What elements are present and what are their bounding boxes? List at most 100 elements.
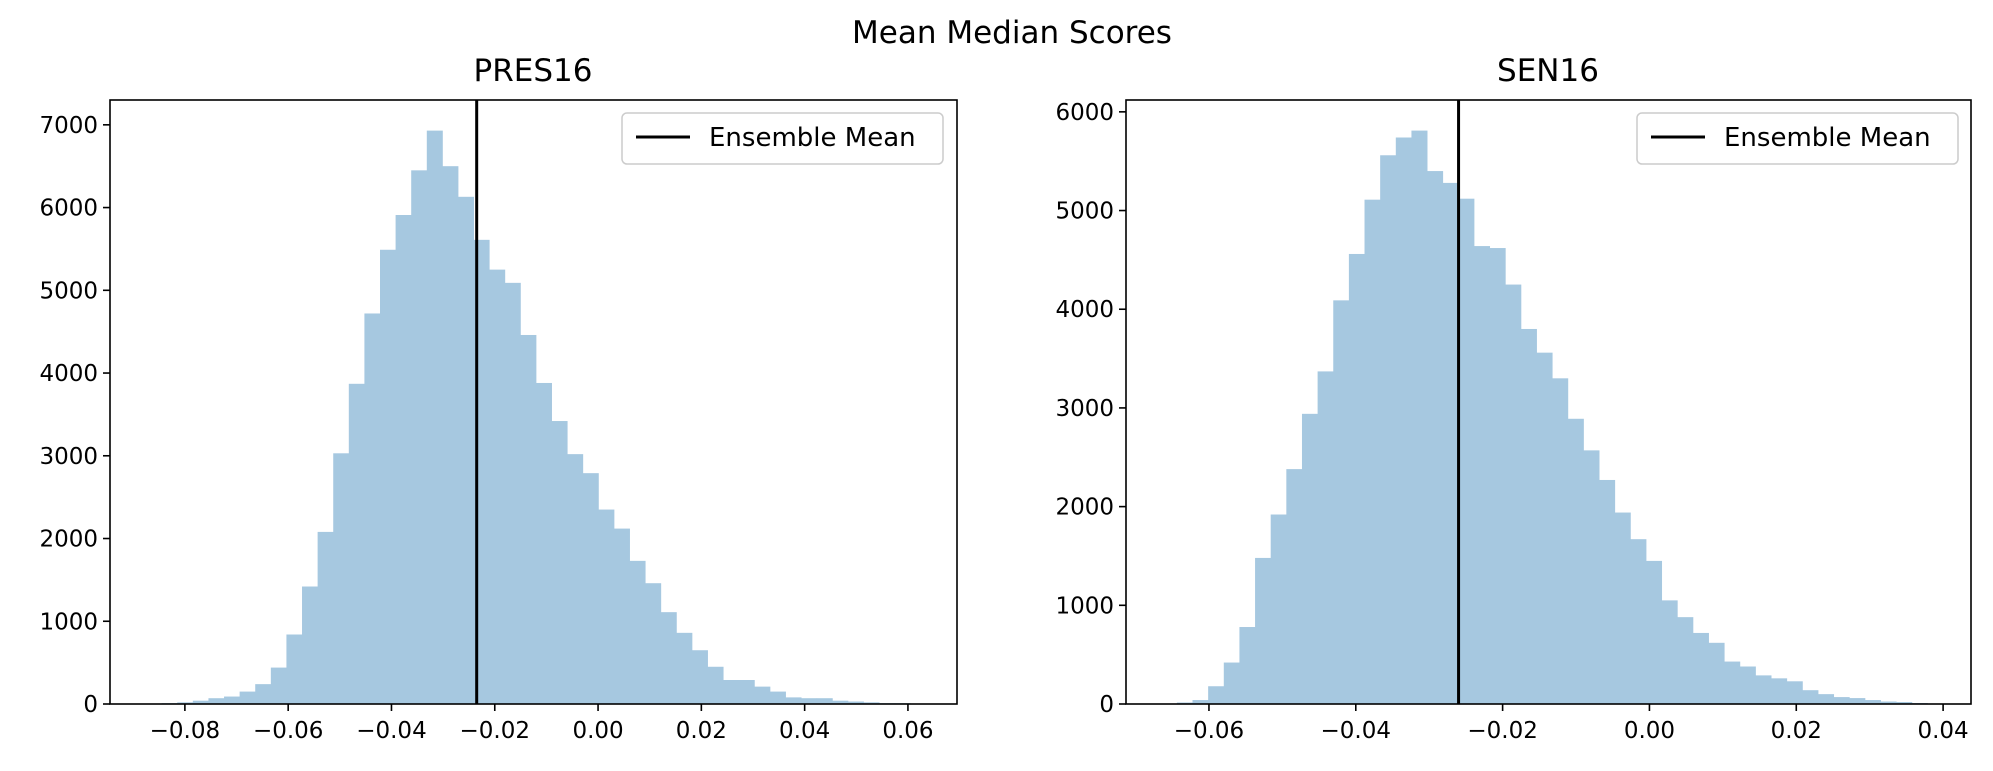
histogram-bar	[1802, 690, 1819, 704]
histogram-bars-pres16	[161, 130, 942, 705]
legend-label-sen16: Ensemble Mean	[1724, 123, 1931, 153]
histogram-bar	[1630, 539, 1647, 704]
legend-box-sen16	[1636, 112, 1959, 165]
y-tick-label: 0	[1099, 692, 1114, 718]
y-tick-label: 3000	[39, 444, 98, 470]
histogram-bar	[1348, 253, 1365, 704]
histogram-bar	[847, 701, 864, 704]
histogram-bar	[1755, 675, 1772, 704]
panel-title-sen16: SEN16	[1497, 53, 1599, 89]
histogram-bar	[613, 528, 630, 704]
axes-frame-sen16	[1125, 99, 1972, 705]
histogram-bar	[1583, 450, 1600, 704]
x-tick-label: 0.02	[676, 718, 727, 744]
histogram-bar	[567, 454, 584, 704]
figure-suptitle: Mean Median Scores	[852, 15, 1172, 51]
histogram-bar	[1661, 600, 1678, 704]
x-axis-ticks-pres16: −0.08 −0.06 −0.04 −0.02 0.00 0.02 0.04 0.06	[150, 704, 934, 744]
histogram-bar	[738, 680, 755, 704]
histogram-bar	[1818, 694, 1835, 704]
histogram-bar	[1708, 642, 1725, 704]
histogram-bar	[1395, 137, 1412, 704]
histogram-bar	[1739, 666, 1756, 704]
histogram-bar	[1505, 284, 1522, 704]
histogram-bar	[1864, 700, 1881, 704]
histogram-bar	[691, 650, 708, 704]
x-tick-label: −0.02	[460, 718, 530, 744]
x-tick-label: 0.04	[779, 718, 830, 744]
histogram-bar	[832, 700, 849, 704]
y-tick-label: 4000	[39, 361, 98, 387]
histogram-bar	[442, 166, 459, 704]
histogram-bar	[1239, 627, 1256, 704]
histogram-bar	[707, 666, 724, 704]
histogram-bar	[1880, 701, 1897, 704]
histogram-bar	[1427, 171, 1444, 704]
histogram-bar	[1614, 512, 1631, 704]
y-tick-label: 6000	[1055, 100, 1114, 126]
x-tick-label: −0.08	[150, 718, 220, 744]
y-tick-label: 5000	[39, 278, 98, 304]
y-tick-label: 4000	[1055, 297, 1114, 323]
histogram-bar	[192, 700, 209, 704]
y-tick-label: 5000	[1055, 199, 1114, 225]
histogram-bar	[1567, 418, 1584, 704]
y-tick-label: 1000	[1055, 593, 1114, 619]
histogram-bar	[1317, 371, 1334, 704]
histogram-bar	[1896, 702, 1913, 704]
legend-pres16: Ensemble Mean	[621, 112, 944, 165]
histogram-bar	[1724, 661, 1741, 704]
histogram-bar	[582, 473, 599, 704]
histogram-bar	[286, 634, 303, 704]
histogram-bar	[551, 421, 568, 704]
histogram-bar	[380, 249, 397, 704]
histogram-bar	[816, 698, 833, 704]
histogram-bar	[1458, 198, 1475, 704]
histogram-bar	[177, 702, 194, 704]
x-tick-label: −0.04	[356, 718, 426, 744]
histogram-bar	[1333, 300, 1350, 704]
x-tick-label: 0.06	[882, 718, 933, 744]
y-axis-ticks-pres16: 0 1000 2000 3000 4000 5000 6000 7000	[39, 113, 110, 718]
histogram-bar	[1301, 413, 1319, 704]
histogram-bar	[426, 130, 443, 705]
histogram-bar	[348, 383, 365, 704]
x-tick-label: 0.00	[1624, 718, 1675, 744]
histogram-bar	[660, 612, 677, 704]
x-tick-label: −0.02	[1467, 718, 1537, 744]
x-tick-label: 0.02	[1771, 718, 1822, 744]
histogram-bar	[1208, 686, 1225, 704]
histogram-bar	[457, 196, 474, 704]
histogram-bar	[1536, 352, 1553, 704]
histogram-bar	[629, 560, 646, 704]
histogram-bar	[1645, 560, 1663, 704]
histogram-bar	[1599, 479, 1616, 704]
histogram-bar	[1364, 199, 1381, 704]
x-tick-label: −0.04	[1321, 718, 1391, 744]
histogram-bar	[317, 531, 334, 704]
x-tick-label: 0.00	[572, 718, 623, 744]
legend-sen16: Ensemble Mean	[1636, 112, 1959, 165]
histogram-bar	[723, 680, 740, 704]
histogram-bar	[255, 684, 272, 704]
histogram-bar	[411, 170, 428, 704]
histogram-bar	[1411, 130, 1428, 705]
histogram-bar	[364, 313, 381, 704]
histogram-bar	[1786, 681, 1803, 704]
histogram-bar	[1552, 378, 1569, 704]
histogram-bar	[676, 632, 693, 704]
x-tick-label: −0.06	[1174, 718, 1244, 744]
histogram-bars-sen16	[1161, 130, 1944, 705]
histogram-bar	[1849, 698, 1866, 704]
histogram-bar	[769, 691, 786, 704]
histogram-bar	[1833, 697, 1850, 704]
histogram-bar	[489, 269, 506, 704]
legend-box-pres16	[621, 112, 944, 165]
histogram-bar	[208, 698, 225, 704]
histogram-bar	[1192, 700, 1209, 704]
y-tick-label: 2000	[1055, 495, 1114, 521]
legend-label-pres16: Ensemble Mean	[709, 123, 916, 153]
histogram-bar	[1677, 617, 1694, 704]
histogram-bar	[535, 382, 552, 704]
histogram-bar	[863, 702, 880, 704]
